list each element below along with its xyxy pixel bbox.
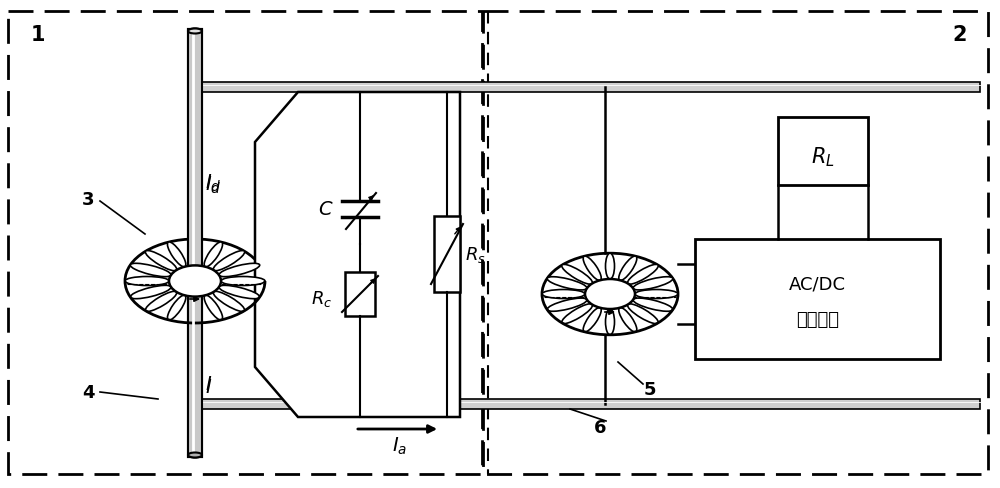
Text: 变换电路: 变换电路 (796, 311, 839, 329)
Text: $I$: $I$ (205, 378, 212, 396)
Ellipse shape (562, 304, 592, 324)
Text: $I_d$: $I_d$ (205, 172, 221, 193)
Ellipse shape (188, 29, 202, 35)
Bar (434, 217, 460, 292)
Text: $R_c$: $R_c$ (311, 288, 333, 308)
Ellipse shape (542, 290, 585, 299)
Ellipse shape (145, 292, 177, 312)
Ellipse shape (204, 243, 223, 267)
Text: 4: 4 (82, 383, 94, 401)
Ellipse shape (167, 296, 186, 321)
Ellipse shape (547, 299, 587, 312)
Ellipse shape (188, 29, 202, 35)
Ellipse shape (606, 254, 614, 280)
Ellipse shape (635, 290, 678, 299)
Bar (483, 12, 988, 474)
Ellipse shape (583, 257, 601, 281)
Ellipse shape (606, 309, 614, 335)
Ellipse shape (219, 264, 260, 277)
Text: $R_L$: $R_L$ (811, 145, 835, 168)
Ellipse shape (628, 304, 658, 324)
Text: AC/DC: AC/DC (789, 275, 846, 293)
Bar (778, 118, 868, 185)
Ellipse shape (145, 251, 177, 271)
Bar (695, 240, 940, 359)
Ellipse shape (188, 452, 202, 458)
Ellipse shape (191, 297, 200, 324)
Ellipse shape (213, 251, 245, 271)
Text: $R_s$: $R_s$ (465, 244, 485, 264)
Polygon shape (195, 83, 980, 93)
Text: 3: 3 (82, 191, 94, 208)
Ellipse shape (130, 286, 171, 299)
Text: $I$: $I$ (205, 375, 212, 393)
Ellipse shape (125, 277, 169, 286)
Text: 1: 1 (31, 25, 45, 45)
Text: 5: 5 (644, 380, 656, 398)
Ellipse shape (628, 265, 658, 285)
Ellipse shape (188, 452, 202, 458)
Ellipse shape (633, 299, 673, 312)
Polygon shape (188, 30, 202, 457)
Ellipse shape (219, 286, 260, 299)
Ellipse shape (633, 277, 673, 290)
Bar (345, 272, 375, 316)
Text: 2: 2 (953, 25, 967, 45)
Bar (8, 12, 482, 474)
Polygon shape (255, 93, 460, 417)
Ellipse shape (169, 266, 221, 297)
Text: $I_a$: $I_a$ (392, 434, 408, 456)
Polygon shape (195, 399, 980, 409)
Polygon shape (188, 30, 202, 457)
Ellipse shape (130, 264, 171, 277)
Ellipse shape (213, 292, 245, 312)
Ellipse shape (619, 257, 637, 281)
Text: 6: 6 (594, 418, 606, 436)
Ellipse shape (585, 280, 635, 309)
Ellipse shape (221, 277, 265, 286)
Ellipse shape (547, 277, 587, 290)
Ellipse shape (204, 296, 223, 321)
Ellipse shape (562, 265, 592, 285)
Ellipse shape (619, 308, 637, 332)
Ellipse shape (191, 240, 200, 266)
Text: $C$: $C$ (318, 201, 334, 219)
Ellipse shape (167, 243, 186, 267)
Text: $I_d$: $I_d$ (205, 174, 221, 195)
Ellipse shape (583, 308, 601, 332)
